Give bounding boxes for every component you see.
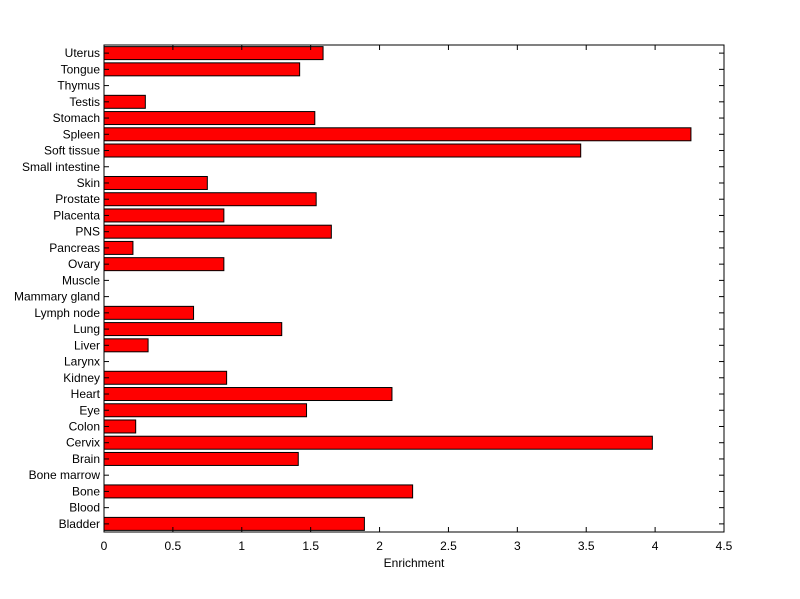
bar-lymph-node: [103, 305, 195, 320]
x-tick-label: 0: [101, 539, 108, 553]
y-tick-label: Small intestine: [22, 160, 100, 174]
y-tick-label: Soft tissue: [44, 144, 100, 158]
y-tick-label: Placenta: [53, 208, 100, 222]
bar-prostate: [103, 192, 317, 207]
x-tick-label: 2: [376, 539, 383, 553]
x-tick-label: 3: [514, 539, 521, 553]
y-tick-label: Brain: [72, 452, 100, 466]
x-tick-labels: 0 0.5 1 1.5 2 2.5 3 3.5 4 4.5: [101, 539, 733, 553]
y-tick-label: Blood: [69, 501, 100, 515]
y-tick-label: Tongue: [61, 62, 101, 76]
bar-liver: [103, 338, 149, 353]
x-tick-label: 3.5: [578, 539, 595, 553]
y-tick-label: Heart: [71, 387, 101, 401]
bar-eye: [103, 403, 308, 418]
bar-bone: [103, 484, 414, 499]
y-tick-label: Mammary gland: [14, 290, 100, 304]
y-tick-label: Pancreas: [49, 241, 100, 255]
y-tick-label: Eye: [79, 403, 100, 417]
y-tick-label: PNS: [75, 225, 100, 239]
bar-brain: [103, 451, 299, 466]
bar-uterus: [103, 46, 324, 61]
y-tick-label: Testis: [69, 95, 100, 109]
x-tick-label: 1.5: [302, 539, 319, 553]
x-tick-label: 0.5: [165, 539, 182, 553]
bar-skin: [103, 175, 208, 190]
x-tick-label: 2.5: [440, 539, 457, 553]
ticks-group: [103, 45, 725, 532]
y-tick-label: Thymus: [57, 79, 100, 93]
y-tick-label: Larynx: [64, 355, 100, 369]
bar-stomach: [103, 111, 316, 126]
bar-lung: [103, 322, 283, 337]
bar-heart: [103, 387, 393, 402]
y-tick-label: Skin: [77, 176, 100, 190]
bar-spleen: [103, 127, 692, 142]
y-tick-label: Stomach: [53, 111, 100, 125]
y-tick-label: Muscle: [62, 273, 100, 287]
x-axis-label: Enrichment: [384, 556, 445, 570]
x-tick-label: 4.5: [716, 539, 733, 553]
y-tick-label: Lung: [73, 322, 100, 336]
bar-soft-tissue: [103, 143, 582, 158]
y-tick-label: Bladder: [59, 517, 100, 531]
bars-group: [103, 46, 692, 531]
bar-pns: [103, 224, 332, 239]
y-tick-label: Prostate: [55, 192, 100, 206]
bar-placenta: [103, 208, 225, 223]
x-tick-label: 1: [238, 539, 245, 553]
bar-ovary: [103, 257, 225, 272]
y-tick-label: Ovary: [68, 257, 100, 271]
x-tick-label: 4: [652, 539, 659, 553]
bar-kidney: [103, 370, 228, 385]
y-tick-label: Colon: [69, 419, 100, 433]
bar-cervix: [103, 435, 653, 450]
y-tick-label: Uterus: [65, 46, 100, 60]
bar-testis: [103, 94, 146, 109]
bar-tongue: [103, 62, 301, 77]
y-tick-label: Bone: [72, 484, 100, 498]
y-tick-label: Kidney: [63, 371, 100, 385]
y-tick-label: Bone marrow: [29, 468, 101, 482]
y-tick-labels: Bladder Blood Bone Bone marrow Brain Cervix Co…: [14, 46, 101, 531]
plot-frame: [103, 44, 725, 533]
y-tick-label: Spleen: [63, 127, 100, 141]
bar-bladder: [103, 516, 365, 531]
y-tick-label: Liver: [74, 338, 100, 352]
y-tick-label: Cervix: [66, 436, 100, 450]
y-tick-label: Lymph node: [34, 306, 100, 320]
